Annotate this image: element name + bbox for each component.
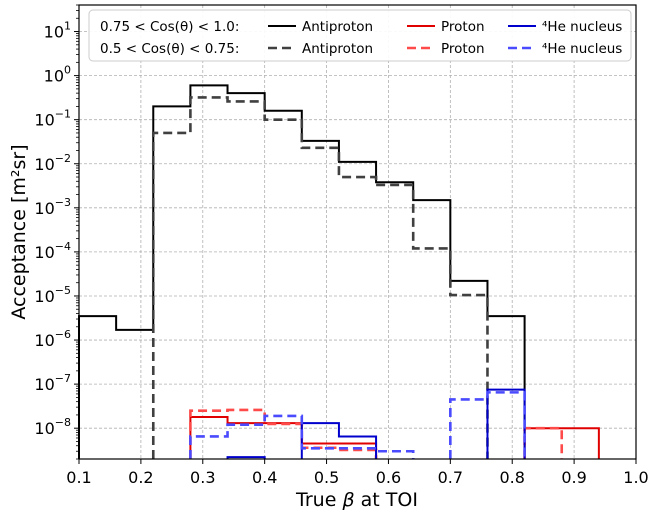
x-tick-label: 0.4 [252,468,277,487]
legend-box [88,9,632,62]
grid [78,5,637,459]
legend-row-label: 0.75 < Cos(θ) < 1.0: [100,19,239,35]
y-tick-label: 101 [44,20,71,42]
x-tick-label: 0.2 [128,468,153,487]
plot-frame [78,4,637,460]
y-tick-label: 10−3 [34,196,71,218]
y-tick-label: 10−1 [34,108,71,130]
legend-entry-label: Antiproton [302,41,373,57]
y-tick-label: 100 [44,64,71,86]
x-tick-label: 0.9 [561,468,586,487]
series-step-line [189,391,526,459]
plot-series [78,84,600,459]
y-tick-label: 10−4 [34,240,71,262]
y-tick-label: 10−7 [34,372,71,394]
series-2 [189,415,600,459]
series-5 [189,391,526,459]
x-tick-label: 0.8 [499,468,524,487]
x-tick-label: 0.3 [190,468,215,487]
legend-entry-label: Proton [441,19,485,35]
y-tick-label: 10−2 [34,152,71,174]
x-tick-label: 0.7 [438,468,463,487]
series-step-line [151,96,489,459]
y-tick-label: 10−8 [34,416,71,438]
y-axis-label: Acceptance [m²sr] [8,144,30,319]
legend-entry-label: ⁴He nucleus [542,41,622,57]
y-tick-label: 10−5 [34,284,71,306]
axis-ticks: 0.1 0.2 0.3 0.4 0.5 0.6 0.7 0.8 0.9 1.0 101 100 10−1… [34,4,649,487]
y-tick-label: 10−6 [34,328,71,350]
x-tick-label: 1.0 [623,468,648,487]
x-axis-label: True β at TOI [295,489,418,511]
x-tick-label: 0.5 [314,468,339,487]
legend-entry-label: Antiproton [302,19,373,35]
legend-row-label: 0.5 < Cos(θ) < 0.75: [100,41,239,57]
legend: 0.75 < Cos(θ) < 1.0: Antiproton Proton ⁴He … [88,9,632,62]
series-step-line [189,415,600,459]
legend-entry-label: Proton [441,41,485,57]
x-tick-label: 0.1 [66,468,91,487]
series-1 [151,96,489,459]
x-tick-label: 0.6 [376,468,401,487]
legend-entry-label: ⁴He nucleus [542,19,622,35]
